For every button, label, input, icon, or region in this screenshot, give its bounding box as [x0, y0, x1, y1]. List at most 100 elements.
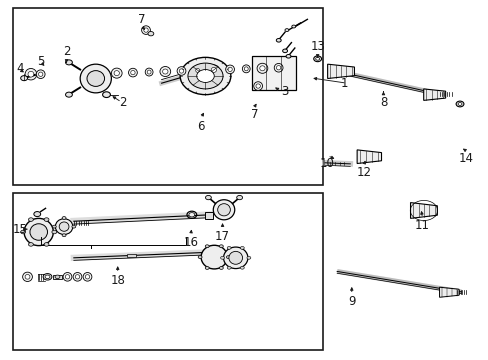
Ellipse shape — [87, 71, 104, 86]
Ellipse shape — [62, 217, 66, 220]
Polygon shape — [439, 287, 458, 297]
Ellipse shape — [148, 32, 154, 36]
Text: 8: 8 — [379, 96, 386, 109]
Ellipse shape — [55, 219, 73, 234]
Bar — [53, 275, 62, 279]
Bar — [251, 55, 295, 90]
Ellipse shape — [65, 60, 72, 65]
Ellipse shape — [44, 243, 49, 246]
Ellipse shape — [285, 54, 290, 58]
Polygon shape — [410, 203, 436, 219]
Text: 6: 6 — [197, 120, 204, 133]
Ellipse shape — [180, 57, 230, 95]
Text: 4: 4 — [17, 62, 24, 75]
Ellipse shape — [25, 274, 30, 279]
Ellipse shape — [276, 39, 281, 42]
Text: 13: 13 — [309, 40, 325, 53]
Ellipse shape — [457, 103, 461, 105]
Ellipse shape — [75, 275, 80, 279]
Ellipse shape — [205, 266, 209, 269]
Text: 1: 1 — [340, 77, 348, 90]
Ellipse shape — [205, 195, 211, 200]
Ellipse shape — [28, 71, 34, 77]
Bar — [204, 212, 213, 220]
Ellipse shape — [28, 243, 33, 246]
Text: 2: 2 — [62, 45, 70, 58]
Ellipse shape — [145, 68, 153, 76]
Ellipse shape — [160, 67, 170, 77]
Text: 10: 10 — [319, 157, 334, 170]
Ellipse shape — [63, 273, 72, 281]
Ellipse shape — [34, 212, 41, 217]
Ellipse shape — [282, 49, 287, 53]
Ellipse shape — [102, 92, 110, 98]
Polygon shape — [356, 150, 381, 163]
Ellipse shape — [228, 251, 242, 264]
Ellipse shape — [188, 213, 194, 217]
Ellipse shape — [291, 25, 295, 28]
Text: 3: 3 — [281, 85, 288, 98]
Ellipse shape — [73, 273, 81, 281]
Ellipse shape — [276, 66, 280, 70]
Ellipse shape — [179, 69, 183, 73]
Ellipse shape — [285, 29, 288, 32]
Ellipse shape — [195, 68, 199, 72]
Ellipse shape — [177, 67, 185, 75]
Ellipse shape — [22, 272, 32, 282]
Text: 2: 2 — [119, 96, 126, 109]
Ellipse shape — [30, 224, 47, 240]
Ellipse shape — [255, 84, 260, 88]
Ellipse shape — [187, 63, 223, 89]
Ellipse shape — [315, 57, 319, 60]
Ellipse shape — [274, 63, 283, 72]
Text: 11: 11 — [414, 220, 429, 233]
Polygon shape — [423, 89, 445, 100]
Text: 16: 16 — [183, 235, 198, 249]
Text: 12: 12 — [356, 166, 371, 179]
Ellipse shape — [114, 71, 119, 76]
Ellipse shape — [455, 101, 463, 107]
Ellipse shape — [219, 266, 223, 269]
Ellipse shape — [20, 76, 27, 81]
Ellipse shape — [36, 70, 45, 78]
Text: 5: 5 — [38, 55, 45, 68]
Ellipse shape — [80, 64, 111, 93]
Ellipse shape — [59, 222, 69, 231]
Ellipse shape — [142, 26, 150, 35]
Ellipse shape — [143, 28, 148, 32]
Ellipse shape — [217, 204, 230, 216]
Ellipse shape — [220, 256, 224, 259]
Ellipse shape — [163, 69, 168, 74]
Ellipse shape — [198, 256, 202, 258]
Ellipse shape — [313, 56, 321, 62]
Ellipse shape — [111, 68, 122, 78]
Text: 9: 9 — [347, 296, 355, 309]
Ellipse shape — [128, 68, 137, 77]
Text: 7: 7 — [250, 108, 258, 121]
Ellipse shape — [85, 275, 89, 279]
Ellipse shape — [72, 225, 76, 228]
Ellipse shape — [236, 195, 242, 200]
Ellipse shape — [225, 65, 234, 74]
Bar — [13, 8, 322, 185]
Ellipse shape — [83, 273, 92, 281]
Ellipse shape — [193, 67, 201, 75]
Bar — [127, 254, 136, 257]
Ellipse shape — [196, 69, 214, 82]
Ellipse shape — [205, 245, 209, 248]
Ellipse shape — [52, 230, 57, 234]
Polygon shape — [327, 64, 354, 78]
Text: 15: 15 — [13, 222, 28, 236]
Ellipse shape — [62, 234, 66, 237]
Ellipse shape — [244, 67, 248, 71]
Ellipse shape — [246, 256, 250, 259]
Ellipse shape — [39, 72, 43, 76]
Ellipse shape — [240, 266, 244, 269]
Ellipse shape — [227, 266, 231, 269]
Ellipse shape — [28, 218, 33, 221]
Ellipse shape — [43, 274, 52, 280]
Ellipse shape — [20, 230, 25, 234]
Ellipse shape — [147, 70, 151, 74]
Ellipse shape — [227, 247, 231, 249]
Ellipse shape — [25, 68, 37, 80]
